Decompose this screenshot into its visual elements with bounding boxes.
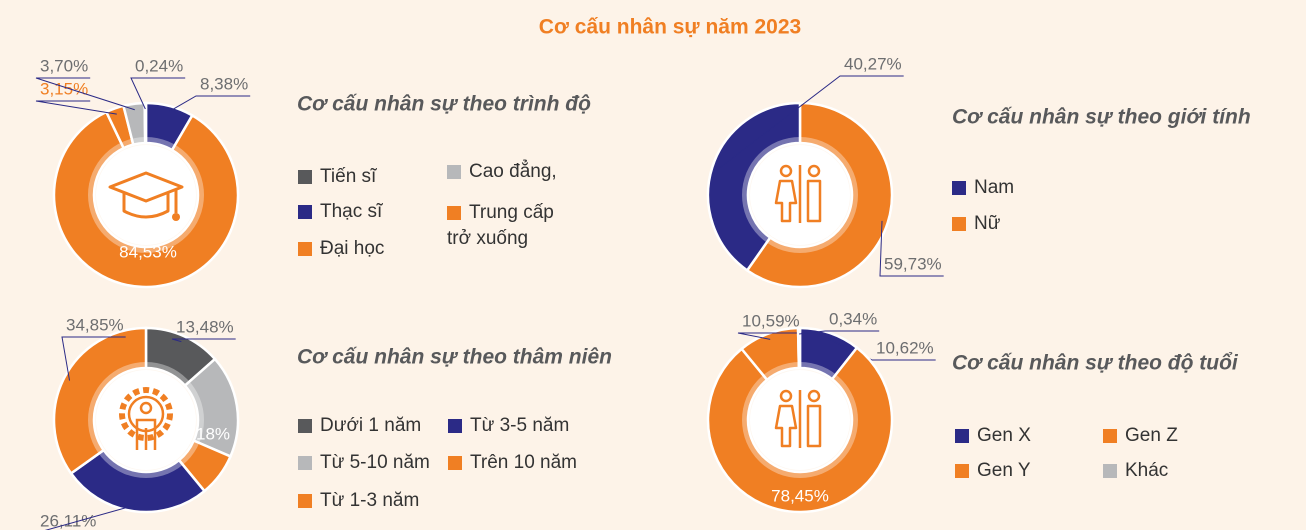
legend-label: Khác	[1125, 460, 1168, 481]
legend-label: Từ 5-10 năm	[320, 452, 430, 473]
legend-swatch	[298, 170, 312, 184]
data-label: 78,45%	[771, 486, 829, 505]
slice	[52, 110, 240, 289]
data-label: 10,62%	[876, 338, 934, 357]
charts: Cơ cấu nhân sự theo trình độ 8,38% Thạc sĩ…	[35, 54, 1251, 530]
donut-chart: Cơ cấu nhân sự theo trình độ 8,38% Thạc sĩ…	[35, 56, 591, 289]
chart-title: Cơ cấu nhân sự theo giới tính	[952, 106, 1251, 129]
icon	[172, 213, 180, 221]
leader-line	[171, 338, 236, 343]
legend-label: Thạc sĩ	[320, 201, 383, 222]
legend-label: Cao đẳng,	[469, 160, 557, 182]
icon	[774, 390, 822, 448]
leader-line	[130, 77, 186, 110]
legend-label: Nam	[974, 177, 1014, 198]
legend-swatch	[955, 429, 969, 443]
data-label: 0,24%	[135, 56, 183, 75]
page-title: Cơ cấu nhân sự năm 2023	[539, 16, 801, 39]
legend-label: Gen Z	[1125, 425, 1178, 446]
icon	[139, 401, 153, 415]
legend-swatch	[298, 419, 312, 433]
legend-label: Dưới 1 năm	[320, 415, 421, 436]
legend-swatch	[952, 217, 966, 231]
leader-line	[827, 338, 936, 361]
icon	[779, 164, 793, 178]
legend-swatch	[448, 419, 462, 433]
legend-swatch	[448, 456, 462, 470]
data-label: 13,48%	[176, 317, 234, 336]
leader-line	[44, 504, 135, 530]
legend-label: Gen X	[977, 425, 1031, 446]
data-label: 34,85%	[66, 315, 124, 334]
legend-swatch	[298, 205, 312, 219]
leader-line	[879, 220, 944, 277]
legend-label: Từ 3-5 năm	[470, 415, 569, 436]
legend-label: Trên 10 năm	[470, 452, 577, 473]
legend-swatch	[952, 181, 966, 195]
icon	[779, 389, 793, 403]
leader-line	[35, 77, 135, 111]
leader-line	[799, 330, 880, 335]
chart-title: Cơ cấu nhân sự theo thâm niên	[297, 346, 612, 369]
legend-label: Trung cấp trở xuống	[447, 202, 554, 249]
data-label: 18%	[196, 424, 230, 443]
legend-swatch	[298, 456, 312, 470]
data-label: 10,59%	[742, 311, 800, 330]
legend-swatch	[447, 206, 461, 220]
legend-swatch	[955, 464, 969, 478]
icon	[119, 387, 173, 441]
data-label: 84,53%	[119, 242, 177, 261]
leader-line	[35, 100, 117, 115]
data-label: 26,11%	[40, 511, 96, 530]
legend-label: Nữ	[974, 213, 1001, 234]
slice	[706, 101, 802, 273]
legend-label: Tiến sĩ	[320, 166, 377, 187]
donut-chart: Cơ cấu nhân sự theo giới tính 59,73% Nữ 40,…	[706, 54, 1251, 289]
donut-chart: Cơ cấu nhân sự theo độ tuổi 10,62% Gen X 78…	[706, 309, 1239, 514]
data-label: 59,73%	[884, 254, 942, 273]
icon	[807, 164, 821, 178]
slice	[143, 101, 148, 145]
donut-chart: Cơ cấu nhân sự theo thâm niên 13,48% Dưới …	[40, 315, 612, 530]
icon	[108, 171, 184, 219]
legend-label: Gen Y	[977, 460, 1031, 481]
slice	[745, 101, 894, 289]
leader-line	[61, 336, 126, 381]
legend-swatch	[447, 165, 461, 179]
icon	[807, 389, 821, 403]
slice	[796, 326, 802, 370]
data-label: 3,15%	[40, 79, 88, 98]
data-label: 3,70%	[40, 56, 88, 75]
legend-label: Đại học	[320, 238, 384, 259]
chart-title: Cơ cấu nhân sự theo độ tuổi	[952, 352, 1239, 375]
legend-swatch	[298, 494, 312, 508]
slice	[52, 326, 148, 476]
icon	[135, 418, 157, 450]
center	[96, 145, 196, 245]
data-label: 0,34%	[829, 309, 877, 328]
leader-line	[168, 95, 251, 113]
legend-swatch	[1103, 429, 1117, 443]
leader-line	[737, 332, 802, 340]
legend-label: Từ 1-3 năm	[320, 490, 419, 511]
data-label: 40,27%	[844, 54, 902, 73]
leader-line	[717, 75, 904, 170]
legend-swatch	[298, 242, 312, 256]
legend-swatch	[1103, 464, 1117, 478]
data-label: 8,38%	[200, 74, 248, 93]
icon	[774, 165, 822, 223]
slice	[706, 345, 894, 514]
chart-title: Cơ cấu nhân sự theo trình độ	[297, 93, 591, 116]
